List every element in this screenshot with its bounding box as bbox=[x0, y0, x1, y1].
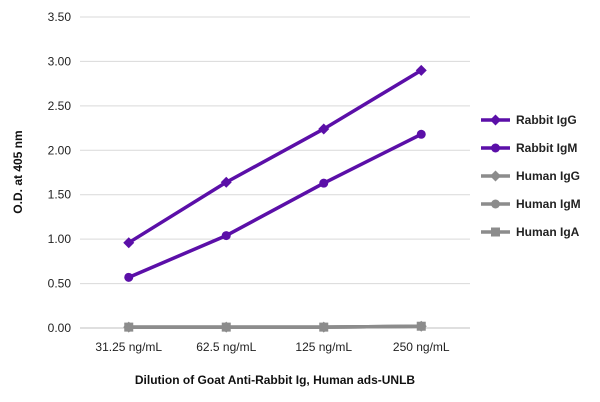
data-point bbox=[124, 322, 134, 332]
data-point bbox=[416, 321, 426, 331]
legend-marker bbox=[491, 227, 500, 237]
series-human-iga bbox=[124, 321, 426, 332]
series-line bbox=[127, 68, 423, 245]
legend-label: Human IgA bbox=[516, 225, 580, 239]
legend-marker bbox=[491, 199, 500, 209]
y-tick-label: 2.50 bbox=[48, 99, 72, 113]
x-tick-label: 62.5 ng/mL bbox=[196, 340, 256, 354]
y-tick-labels: 0.00 0.50 1.00 1.50 2.00 2.50 3.00 3.50 bbox=[48, 10, 72, 335]
y-tick-label: 3.50 bbox=[48, 10, 72, 24]
y-tick-label: 0.50 bbox=[48, 277, 72, 291]
series-line bbox=[128, 132, 423, 279]
y-tick-label: 1.50 bbox=[48, 188, 72, 202]
legend-item: Rabbit IgM bbox=[481, 141, 577, 155]
y-tick-label: 3.00 bbox=[48, 54, 72, 68]
legend-item: Rabbit IgG bbox=[481, 113, 577, 127]
data-point bbox=[319, 322, 329, 332]
legend-marker bbox=[490, 114, 501, 126]
y-tick-label: 1.00 bbox=[48, 232, 72, 246]
data-point bbox=[415, 64, 427, 76]
y-axis-title: O.D. at 405 nm bbox=[11, 130, 25, 213]
legend-marker bbox=[490, 170, 501, 182]
x-tick-label: 31.25 ng/mL bbox=[95, 340, 162, 354]
data-point bbox=[318, 123, 330, 135]
data-point bbox=[319, 178, 329, 188]
legend: Rabbit IgG Rabbit IgM Human IgG Human IgM Hu… bbox=[481, 113, 581, 239]
legend-label: Human IgG bbox=[516, 169, 580, 183]
data-point bbox=[221, 231, 231, 241]
legend-label: Rabbit IgG bbox=[516, 113, 577, 127]
y-tick-label: 2.00 bbox=[48, 143, 72, 157]
legend-item: Human IgM bbox=[481, 197, 581, 211]
legend-item: Human IgG bbox=[481, 169, 580, 183]
legend-label: Rabbit IgM bbox=[516, 141, 577, 155]
data-point bbox=[220, 176, 232, 188]
series-line bbox=[128, 324, 422, 329]
data-point bbox=[221, 322, 231, 332]
x-tick-labels: 31.25 ng/mL 62.5 ng/mL 125 ng/mL 250 ng/mL bbox=[95, 340, 450, 354]
y-tick-label: 0.00 bbox=[48, 321, 72, 335]
series-rabbit-igg bbox=[123, 64, 427, 249]
legend-item: Human IgA bbox=[481, 225, 580, 239]
legend-marker bbox=[491, 143, 500, 153]
data-point bbox=[124, 272, 134, 282]
series-rabbit-igm bbox=[124, 129, 426, 282]
data-point bbox=[123, 237, 135, 249]
legend-label: Human IgM bbox=[516, 197, 581, 211]
gridlines bbox=[80, 16, 470, 285]
x-tick-label: 125 ng/mL bbox=[295, 340, 352, 354]
x-tick-label: 250 ng/mL bbox=[393, 340, 450, 354]
x-axis-title: Dilution of Goat Anti-Rabbit Ig, Human a… bbox=[135, 373, 416, 387]
data-point bbox=[416, 129, 426, 139]
series-group bbox=[123, 64, 427, 333]
